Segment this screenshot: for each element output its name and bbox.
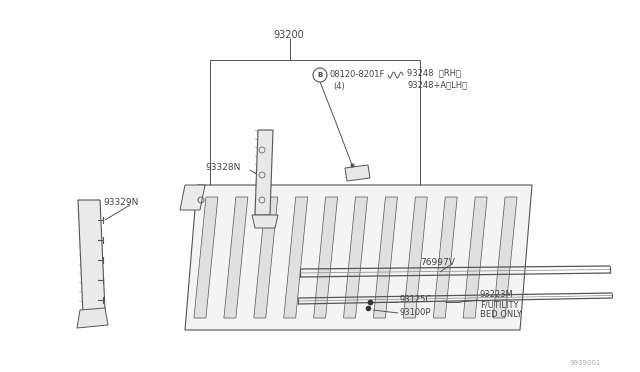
Text: 93125C: 93125C	[400, 295, 432, 304]
Text: 93248+A〈LH〉: 93248+A〈LH〉	[407, 80, 467, 89]
Polygon shape	[345, 165, 370, 181]
Text: 93223M: 93223M	[480, 290, 514, 299]
Polygon shape	[255, 130, 273, 215]
Text: F/UTILITY: F/UTILITY	[480, 300, 518, 309]
Polygon shape	[180, 185, 205, 210]
Text: 9939001: 9939001	[570, 360, 602, 366]
Text: 08120-8201F: 08120-8201F	[330, 70, 385, 79]
Text: (4): (4)	[333, 82, 345, 91]
Text: BED ONLY: BED ONLY	[480, 310, 522, 319]
Polygon shape	[344, 197, 367, 318]
Polygon shape	[284, 197, 308, 318]
Text: 93200: 93200	[273, 30, 304, 40]
Polygon shape	[463, 197, 487, 318]
Text: 76997V: 76997V	[420, 258, 455, 267]
Polygon shape	[77, 308, 108, 328]
Polygon shape	[433, 197, 457, 318]
Polygon shape	[252, 215, 278, 228]
Polygon shape	[493, 197, 517, 318]
Text: 93100P: 93100P	[400, 308, 431, 317]
Polygon shape	[254, 197, 278, 318]
Polygon shape	[403, 197, 428, 318]
Polygon shape	[373, 197, 397, 318]
Polygon shape	[78, 200, 105, 315]
Text: 93329N: 93329N	[103, 198, 138, 207]
Polygon shape	[224, 197, 248, 318]
Text: 93248  〈RH〉: 93248 〈RH〉	[407, 68, 461, 77]
Polygon shape	[194, 197, 218, 318]
Polygon shape	[314, 197, 337, 318]
Text: 93328N: 93328N	[205, 163, 241, 172]
Polygon shape	[185, 185, 532, 330]
Text: B: B	[317, 72, 323, 78]
